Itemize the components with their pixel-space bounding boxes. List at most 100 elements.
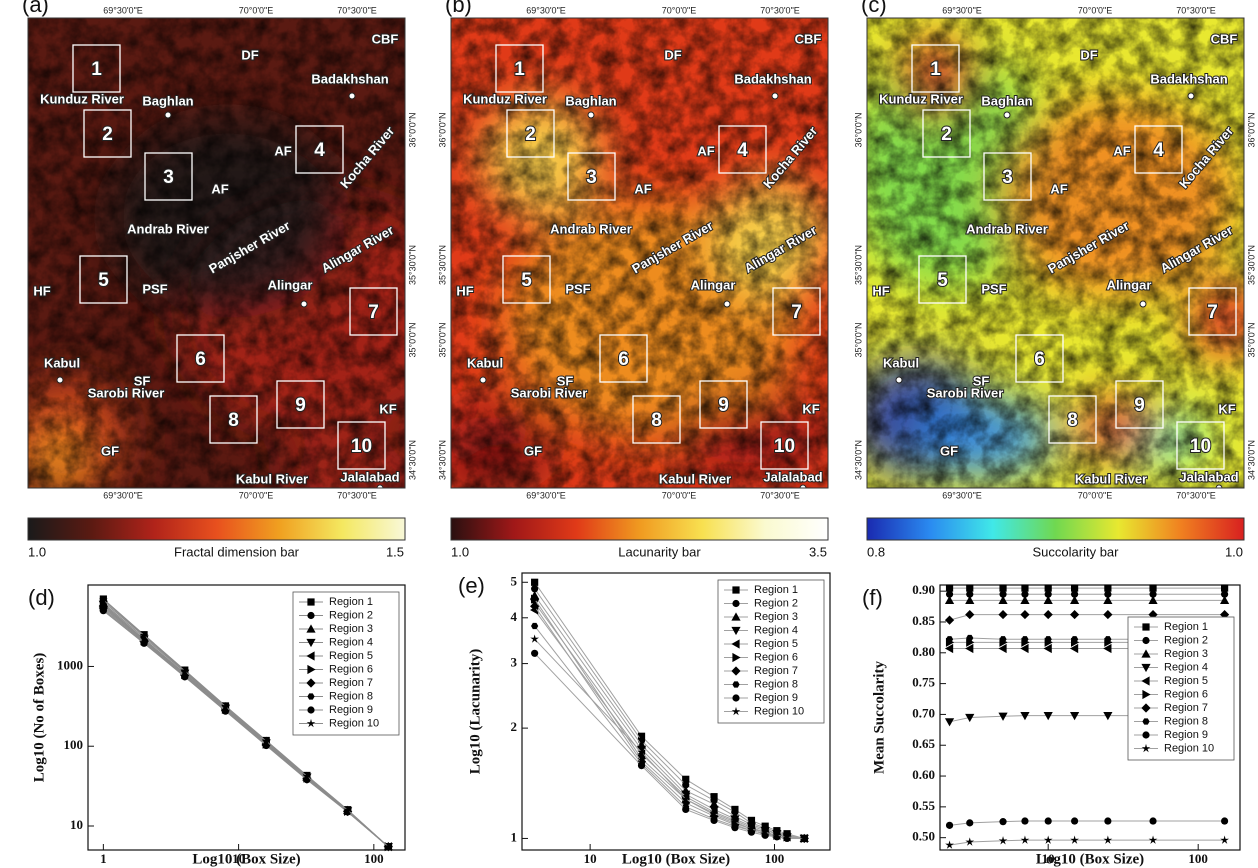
plot-frame: [87, 584, 406, 851]
y-tick-label: 0.75: [912, 675, 935, 690]
marker: [1020, 643, 1029, 654]
y-tick-label: 0.50: [912, 829, 935, 844]
lat-label: 34°30'0"N: [437, 440, 447, 480]
marker: [1103, 835, 1113, 844]
marker: [944, 615, 955, 625]
marker: [1071, 636, 1079, 643]
town-dot: [376, 484, 384, 488]
town-dot: [1139, 300, 1147, 308]
town-dot: [300, 300, 308, 308]
marker: [1148, 609, 1158, 620]
legend-label: Region 7: [754, 665, 798, 677]
town-dot: [56, 376, 64, 384]
legend-label: Region 5: [329, 650, 373, 662]
series-line: [949, 839, 1225, 846]
legend-marker: [307, 598, 315, 606]
legend-marker: [306, 678, 316, 688]
lon-label: 70°0'0"E: [1078, 490, 1113, 500]
marker: [637, 732, 646, 740]
marker: [1043, 835, 1053, 844]
marker: [782, 832, 792, 841]
y-axis-label: Mean Succolarity: [871, 661, 887, 774]
marker: [998, 836, 1008, 845]
marker: [1149, 817, 1157, 825]
place-label: Badakhshan: [734, 71, 811, 86]
colorbar-title: Lacunarity bar: [618, 544, 701, 559]
legend-label: Region 6: [1164, 688, 1208, 700]
marker: [730, 817, 740, 826]
y-tick-label: 3: [511, 655, 518, 670]
colorbar-max: 3.5: [809, 544, 827, 559]
panel-label: (a): [22, 0, 49, 17]
legend-marker: [732, 586, 740, 594]
x-tick-label: 100: [1188, 851, 1208, 866]
region-box: [495, 44, 544, 93]
marker: [1104, 636, 1112, 643]
place-label: Kabul River: [659, 471, 731, 486]
legend-marker: [307, 706, 315, 714]
marker: [945, 590, 954, 598]
marker: [1044, 636, 1052, 643]
legend-marker: [306, 638, 316, 648]
lat-label: 35°0'0"N: [1246, 322, 1256, 357]
region-label: 3: [163, 167, 174, 188]
marker: [99, 607, 107, 615]
y-tick-label: 0.80: [912, 644, 935, 659]
place-label: AF: [1050, 181, 1067, 196]
region-label: 1: [514, 59, 525, 80]
lon-label: 69°30'0"E: [526, 490, 566, 500]
region-box: [922, 109, 971, 158]
plot-frame: [521, 572, 831, 851]
marker: [998, 712, 1008, 721]
legend-marker: [1141, 676, 1150, 686]
marker: [1020, 595, 1030, 605]
lon-label: 70°30'0"E: [337, 5, 377, 15]
series-line: [103, 599, 389, 848]
marker: [966, 590, 974, 598]
marker: [531, 578, 539, 586]
lon-label: 70°0'0"E: [662, 5, 697, 15]
place-label: Andrab River: [127, 221, 209, 236]
marker: [1020, 712, 1030, 721]
marker: [965, 643, 974, 654]
place-label: AF: [211, 181, 228, 196]
legend-label: Region 9: [1164, 729, 1208, 741]
map: 1 2 3 4 5 6 7 8 9 10 DF CBF Badakhshan Kunduz River Ba…: [28, 18, 405, 488]
marker: [998, 643, 1007, 654]
legend-marker: [1142, 731, 1150, 739]
legend-marker: [732, 694, 740, 702]
y-tick-label: 0.85: [912, 613, 935, 628]
marker: [965, 595, 975, 605]
marker: [530, 601, 540, 611]
marker: [181, 673, 189, 681]
place-label: DF: [1080, 47, 1097, 62]
y-axis-label: Log10 (No of Boxes): [31, 653, 47, 783]
marker: [343, 805, 352, 814]
marker: [531, 594, 540, 604]
marker: [1221, 590, 1229, 598]
lat-label: 35°30'0"N: [437, 245, 447, 285]
marker: [180, 666, 190, 675]
place-label: Sarobi River: [927, 385, 1004, 400]
place-label: Jalalabad: [340, 469, 399, 484]
marker: [1070, 643, 1079, 654]
marker: [1021, 817, 1029, 825]
region-box: [918, 255, 967, 304]
region-box: [79, 255, 128, 304]
region-label: 9: [1134, 395, 1145, 416]
place-label: AF: [1113, 143, 1130, 158]
series-line: [534, 581, 805, 839]
region-label: 7: [1207, 302, 1218, 323]
marker: [710, 793, 718, 801]
place-label: Badakhshan: [311, 71, 388, 86]
legend-marker: [307, 611, 315, 620]
legend-label: Region 2: [1164, 634, 1208, 646]
colorbar-max: 1.0: [1225, 544, 1243, 559]
legend-marker: [1142, 689, 1151, 700]
marker: [944, 595, 955, 605]
legend-label: Region 7: [329, 677, 373, 689]
region-label: 3: [586, 167, 597, 188]
place-label: KF: [802, 401, 819, 416]
lon-label: 70°30'0"E: [337, 490, 377, 500]
marker: [1071, 584, 1079, 592]
